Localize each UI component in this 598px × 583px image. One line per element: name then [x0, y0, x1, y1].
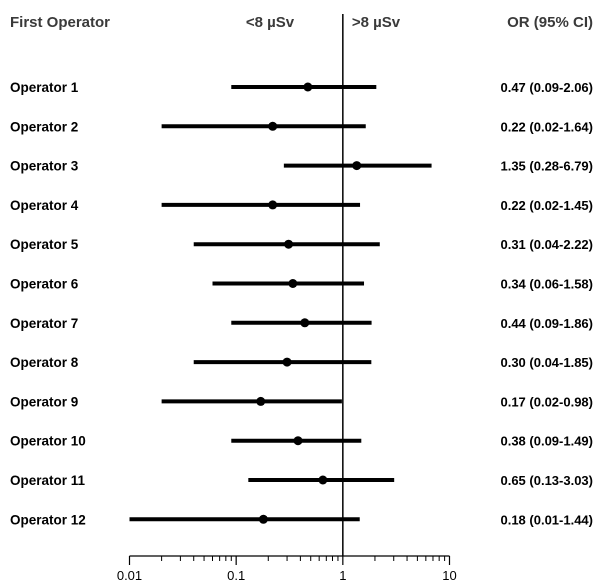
or-ci-text: 0.47 (0.09-2.06) — [500, 80, 593, 95]
or-point — [303, 82, 313, 92]
x-tick-label: 0.1 — [227, 568, 245, 583]
forest-row: Operator 9 0.17 (0.02-0.98) — [10, 394, 593, 409]
or-point — [318, 475, 328, 485]
forest-row: Operator 11 0.65 (0.13-3.03) — [10, 473, 593, 488]
row-label: Operator 11 — [10, 473, 86, 488]
forest-row: Operator 4 0.22 (0.02-1.45) — [10, 198, 593, 213]
or-point — [268, 200, 278, 210]
forest-row: Operator 6 0.34 (0.06-1.58) — [10, 277, 593, 292]
or-ci-text: 0.30 (0.04-1.85) — [500, 355, 593, 370]
or-ci-text: 0.65 (0.13-3.03) — [500, 473, 593, 488]
x-tick-label: 0.01 — [117, 568, 142, 583]
forest-row: Operator 1 0.47 (0.09-2.06) — [10, 80, 593, 95]
or-ci-text: 0.22 (0.02-1.64) — [500, 119, 593, 134]
forest-row: Operator 12 0.18 (0.01-1.44) — [10, 512, 593, 527]
row-label: Operator 2 — [10, 119, 78, 134]
or-ci-text: 0.44 (0.09-1.86) — [500, 316, 593, 331]
forest-rows: Operator 1 0.47 (0.09-2.06) Operator 2 0.22… — [10, 80, 593, 527]
forest-row: Operator 8 0.30 (0.04-1.85) — [10, 355, 593, 370]
or-point — [293, 436, 303, 446]
forest-row: Operator 7 0.44 (0.09-1.86) — [10, 316, 593, 331]
or-ci-text: 0.31 (0.04-2.22) — [500, 237, 593, 252]
row-label: Operator 9 — [10, 394, 78, 409]
row-label: Operator 1 — [10, 80, 79, 95]
forest-row: Operator 5 0.31 (0.04-2.22) — [10, 237, 593, 252]
forest-row: Operator 2 0.22 (0.02-1.64) — [10, 119, 593, 134]
or-ci-text: 0.18 (0.01-1.44) — [500, 512, 593, 527]
or-ci-text: 1.35 (0.28-6.79) — [500, 159, 593, 174]
row-label: Operator 8 — [10, 355, 79, 370]
row-label: Operator 7 — [10, 316, 78, 331]
or-point — [284, 239, 294, 249]
or-point — [256, 396, 266, 406]
or-ci-text: 0.38 (0.09-1.49) — [500, 434, 593, 449]
row-label: Operator 12 — [10, 512, 86, 527]
row-label: Operator 10 — [10, 434, 86, 449]
or-ci-text: 0.17 (0.02-0.98) — [500, 394, 593, 409]
header-or-ci: OR (95% CI) — [507, 14, 593, 31]
or-ci-text: 0.34 (0.06-1.58) — [500, 277, 593, 292]
x-axis-ticks: 0.01 0.1 1 10 — [117, 556, 457, 583]
row-label: Operator 5 — [10, 237, 79, 252]
or-point — [258, 514, 268, 524]
or-point — [288, 279, 298, 288]
forest-row: Operator 10 0.38 (0.09-1.49) — [10, 434, 593, 449]
or-point — [300, 318, 310, 328]
header-first-operator: First Operator — [10, 14, 110, 31]
or-point — [282, 357, 292, 367]
or-point — [352, 161, 362, 171]
forest-row: Operator 3 1.35 (0.28-6.79) — [10, 159, 593, 174]
header-below-threshold: <8 µSv — [246, 14, 295, 31]
x-tick-label: 1 — [339, 568, 346, 583]
row-label: Operator 4 — [10, 198, 79, 213]
row-label: Operator 6 — [10, 277, 79, 292]
or-ci-text: 0.22 (0.02-1.45) — [500, 198, 593, 213]
x-tick-label: 10 — [442, 568, 456, 583]
or-point — [268, 121, 278, 131]
header-above-threshold: >8 µSv — [352, 14, 401, 31]
row-label: Operator 3 — [10, 159, 79, 174]
